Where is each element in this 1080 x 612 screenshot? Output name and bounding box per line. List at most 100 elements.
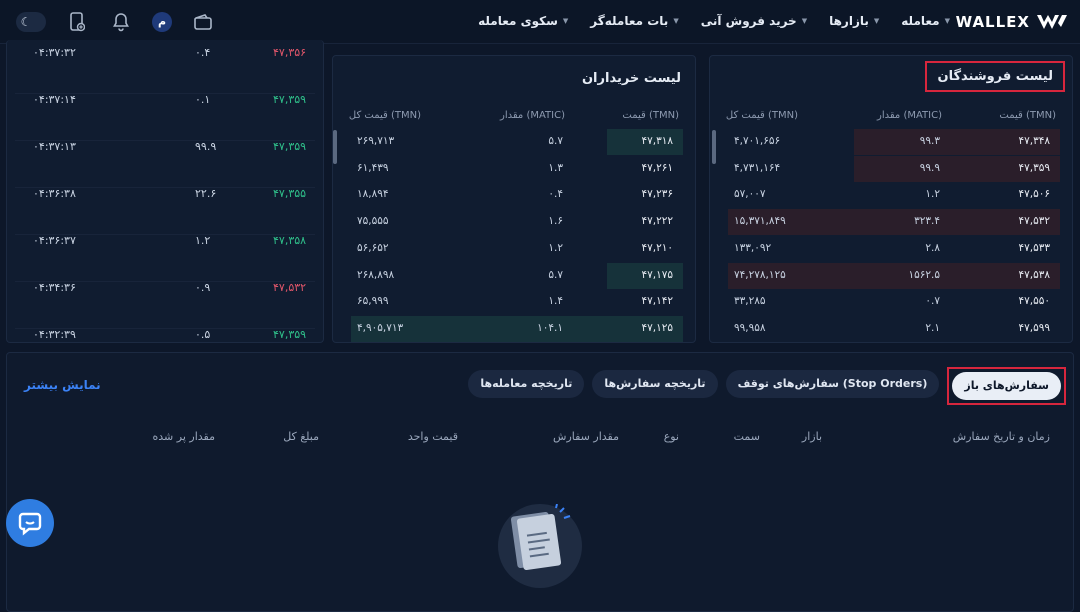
orderbook-price: ۴۷,۳۱۸ bbox=[641, 135, 673, 147]
orderbook-total: ۲۶۹,۷۱۳ bbox=[357, 135, 395, 147]
orderbook-row[interactable]: ۴۷,۲۳۶ ۰.۴ ۱۸,۸۹۴ bbox=[351, 182, 683, 208]
buyers-scrollbar[interactable] bbox=[333, 130, 337, 164]
depth-bar bbox=[854, 129, 1060, 155]
orderbook-row[interactable]: ۴۷,۵۰۶ ۱.۲ ۵۷,۰۰۷ bbox=[728, 182, 1060, 208]
trade-amount: ۰.۱ bbox=[195, 93, 211, 106]
trade-row: ۰۴:۳۶:۳۷ ۱.۲ ۴۷,۳۵۸ bbox=[15, 234, 315, 282]
theme-toggle[interactable]: ☾ bbox=[16, 12, 46, 32]
orderbook-amount: ۱.۶ bbox=[548, 215, 563, 228]
orderbook-amount: ۱.۲ bbox=[548, 241, 563, 254]
orderbook-amount: ۵.۷ bbox=[548, 135, 563, 147]
orderbook-row[interactable]: ۴۷,۳۵۹ ۹۹.۹ ۴,۷۳۱,۱۶۴ bbox=[728, 155, 1060, 182]
orderbook-row[interactable]: ۴۷,۵۹۹ ۲.۱ ۹۹,۹۵۸ bbox=[728, 316, 1060, 342]
orderbook-row[interactable]: ۴۷,۳۴۸ ۹۹.۳ ۴,۷۰۱,۶۵۶ bbox=[728, 129, 1060, 155]
trade-amount: ۰.۹ bbox=[195, 281, 211, 294]
show-more-link[interactable]: نمایش بیشتر bbox=[24, 378, 101, 392]
orders-column-header: مقدار پر شده bbox=[152, 430, 215, 443]
orderbook-total: ۵۶,۶۵۲ bbox=[357, 241, 389, 254]
nav-item[interactable]: معامله ▼ bbox=[901, 14, 950, 28]
orderbook-row[interactable]: ۴۷,۱۷۵ ۵.۷ ۲۶۸,۸۹۸ bbox=[351, 262, 683, 289]
orderbook-amount: ۰.۷ bbox=[925, 295, 940, 308]
trade-amount: ۰.۵ bbox=[195, 328, 211, 341]
bell-icon[interactable] bbox=[108, 10, 134, 34]
chevron-down-icon: ▼ bbox=[873, 17, 880, 25]
orderbook-price: ۴۷,۵۹۹ bbox=[1018, 321, 1050, 334]
orderbook-amount: ۹۹.۹ bbox=[919, 161, 940, 174]
chevron-down-icon: ▼ bbox=[673, 17, 679, 25]
orderbook-amount: ۹۹.۳ bbox=[919, 135, 940, 147]
trade-price: ۴۷,۳۵۹ bbox=[273, 140, 307, 153]
orderbook-total: ۷۴,۲۷۸,۱۲۵ bbox=[734, 268, 786, 281]
add-device-icon[interactable] bbox=[64, 10, 90, 34]
trade-row: ۰۴:۳۲:۳۹ ۰.۵ ۴۷,۳۵۹ bbox=[15, 328, 315, 342]
orderbook-row[interactable]: ۴۷,۳۱۸ ۵.۷ ۲۶۹,۷۱۳ bbox=[351, 129, 683, 155]
orderbook-row[interactable]: ۴۷,۲۲۲ ۱.۶ ۷۵,۵۵۵ bbox=[351, 209, 683, 235]
orderbook-total: ۵۷,۰۰۷ bbox=[734, 188, 766, 201]
logo[interactable]: WALLEX bbox=[956, 10, 1068, 34]
orderbook-price: ۴۷,۳۵۹ bbox=[1018, 161, 1050, 174]
orderbook-row[interactable]: ۴۷,۲۶۱ ۱.۳ ۶۱,۴۳۹ bbox=[351, 156, 683, 182]
orderbook-price: ۴۷,۵۳۲ bbox=[1018, 215, 1050, 228]
orders-column-header: مبلغ کل bbox=[283, 430, 319, 443]
trade-amount: ۰.۴ bbox=[195, 46, 211, 59]
sellers-panel: لیست فروشندگان قیمت (TMN) مقدار (MATIC) … bbox=[709, 55, 1073, 343]
orderbook-total: ۲۶۸,۸۹۸ bbox=[357, 268, 395, 281]
orderbook-row[interactable]: ۴۷,۱۲۵ ۱۰۴.۱ ۴,۹۰۵,۷۱۳ bbox=[351, 315, 683, 342]
trade-price: ۴۷,۵۳۲ bbox=[273, 281, 307, 294]
sellers-title: لیست فروشندگان bbox=[925, 61, 1065, 92]
logo-text: WALLEX bbox=[955, 13, 1030, 31]
orderbook-price: ۴۷,۵۰۶ bbox=[1018, 188, 1050, 201]
wallet-icon[interactable] bbox=[190, 10, 216, 34]
tab-orders-1[interactable]: سفارش‌های توقف (Stop Orders) bbox=[725, 370, 940, 398]
orderbook-total: ۶۱,۴۳۹ bbox=[357, 161, 389, 174]
nav-item[interactable]: بات معامله‌گر ▼ bbox=[590, 14, 678, 28]
orderbook-row[interactable]: ۴۷,۵۳۲ ۳۲۳.۴ ۱۵,۳۷۱,۸۴۹ bbox=[728, 209, 1060, 236]
active-tab-highlight: سفارش‌های باز bbox=[947, 367, 1066, 405]
trade-amount: ۱.۲ bbox=[195, 234, 211, 247]
tab-orders-3[interactable]: تاریخچه معامله‌ها bbox=[468, 370, 585, 398]
trade-price: ۴۷,۳۵۶ bbox=[273, 46, 307, 59]
chat-support-button[interactable] bbox=[6, 499, 54, 547]
trade-amount: ۲۲.۶ bbox=[195, 187, 217, 200]
main-nav: معامله ▼ بازارها ▼ خرید فروش آنی ▼ بات معامله‌… bbox=[478, 14, 950, 28]
chevron-down-icon: ▼ bbox=[801, 17, 808, 25]
orderbook-total: ۶۵,۹۹۹ bbox=[357, 295, 389, 308]
recent-trades-panel: ۰۴:۳۷:۳۲ ۰.۴ ۴۷,۳۵۶ ۰۴:۳۷:۱۴ ۰.۱ ۴۷,۳۵۹ ۰۴:۳۷:… bbox=[6, 40, 324, 343]
orderbook-price: ۴۷,۵۵۰ bbox=[1018, 295, 1050, 308]
orderbook-price: ۴۷,۵۳۳ bbox=[1018, 241, 1050, 254]
sellers-scrollbar[interactable] bbox=[712, 130, 716, 164]
nav-item[interactable]: سکوی معامله ▼ bbox=[478, 14, 568, 28]
depth-bar bbox=[607, 129, 683, 155]
orderbook-total: ۴,۷۳۱,۱۶۴ bbox=[734, 161, 781, 174]
avatar[interactable]: م bbox=[152, 12, 172, 32]
orders-tabs: سفارش‌های باز سفارش‌های توقف (Stop Orders… bbox=[468, 367, 1066, 405]
orderbook-row[interactable]: ۴۷,۵۳۳ ۲.۸ ۱۳۳,۰۹۲ bbox=[728, 236, 1060, 262]
sellers-amount-header: مقدار (MATIC) bbox=[877, 110, 942, 121]
header-actions: ☾ م bbox=[16, 10, 216, 34]
orderbook-amount: ۱۵۶۲.۵ bbox=[908, 268, 940, 281]
orderbook-row[interactable]: ۴۷,۱۴۲ ۱.۴ ۶۵,۹۹۹ bbox=[351, 289, 683, 315]
document-icon bbox=[510, 503, 571, 571]
orderbook-row[interactable]: ۴۷,۲۱۰ ۱.۲ ۵۶,۶۵۲ bbox=[351, 236, 683, 262]
orderbook-row[interactable]: ۴۷,۵۳۸ ۱۵۶۲.۵ ۷۴,۲۷۸,۱۲۵ bbox=[728, 262, 1060, 289]
orderbook-total: ۴,۷۰۱,۶۵۶ bbox=[734, 135, 781, 147]
nav-item[interactable]: خرید فروش آنی ▼ bbox=[701, 14, 807, 28]
orderbook-price: ۴۷,۱۷۵ bbox=[641, 268, 673, 281]
nav-item-label: معامله bbox=[901, 14, 940, 28]
depth-bar bbox=[351, 315, 683, 342]
nav-item-label: بازارها bbox=[829, 14, 869, 28]
orderbook-total: ۷۵,۵۵۵ bbox=[357, 215, 389, 228]
trade-row: ۰۴:۳۷:۱۴ ۰.۱ ۴۷,۳۵۹ bbox=[15, 93, 315, 141]
tab-orders-2[interactable]: تاریخچه سفارش‌ها bbox=[592, 370, 718, 398]
orderbook-price: ۴۷,۲۲۲ bbox=[641, 215, 673, 228]
trade-price: ۴۷,۳۵۵ bbox=[273, 187, 307, 200]
nav-item-label: خرید فروش آنی bbox=[700, 14, 797, 28]
tab-orders-0[interactable]: سفارش‌های باز bbox=[952, 372, 1061, 400]
orderbook-amount: ۱.۲ bbox=[925, 188, 940, 201]
sellers-price-header: قیمت (TMN) bbox=[999, 110, 1056, 121]
orderbook-row[interactable]: ۴۷,۵۵۰ ۰.۷ ۳۳,۲۸۵ bbox=[728, 289, 1060, 315]
nav-item[interactable]: بازارها ▼ bbox=[829, 14, 879, 28]
orderbook-amount: ۳۲۳.۴ bbox=[914, 215, 940, 228]
orders-column-header: سمت bbox=[733, 430, 760, 443]
empty-state-illustration bbox=[498, 503, 582, 588]
